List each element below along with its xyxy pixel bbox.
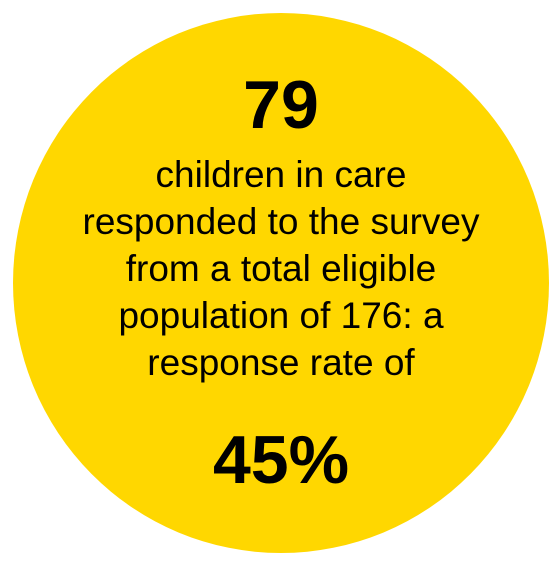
description-line: from a total eligible (125, 248, 437, 289)
stat-description: children in care responded to the survey… (43, 151, 519, 386)
stat-circle (13, 13, 549, 553)
description-line: children in care (155, 154, 407, 195)
respondent-count: 79 (243, 67, 319, 143)
description-line: response rate of (147, 342, 415, 383)
description-line: responded to the survey (82, 201, 480, 242)
stat-content: 79 children in care responded to the sur… (13, 13, 549, 553)
response-rate: 45% (212, 422, 350, 498)
description-line: population of 176: a (118, 295, 444, 336)
